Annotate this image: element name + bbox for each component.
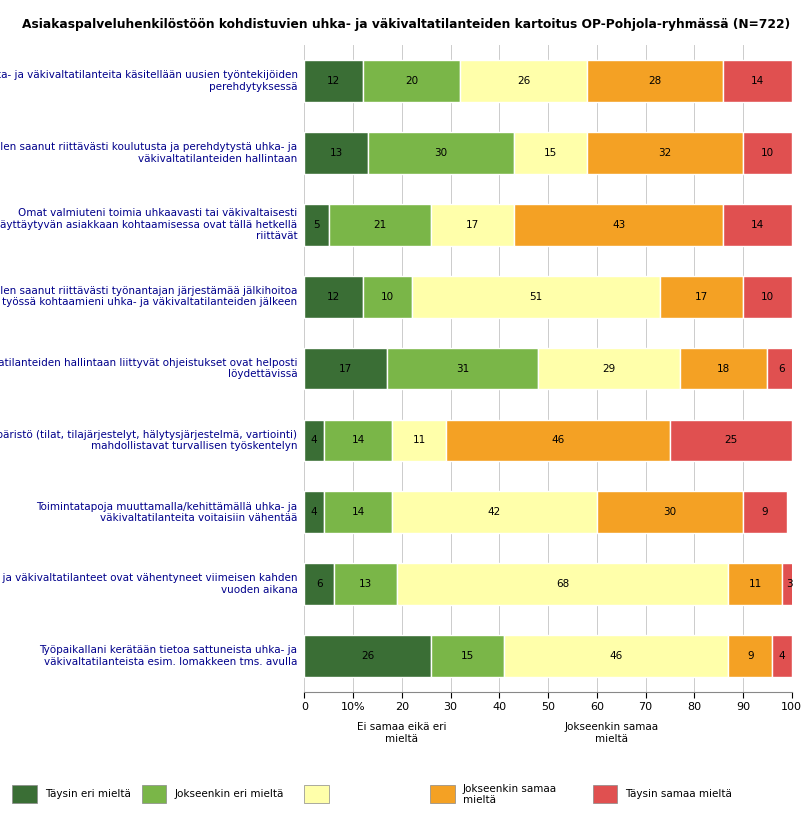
Bar (431, 636, 504, 677)
Bar (304, 636, 431, 677)
Text: 15: 15 (543, 148, 556, 158)
Text: 20: 20 (405, 76, 418, 86)
Text: 51: 51 (529, 292, 542, 301)
Bar (596, 491, 742, 533)
Text: 11: 11 (412, 436, 425, 446)
Text: 11: 11 (748, 579, 761, 589)
Text: 12: 12 (327, 292, 340, 301)
Bar (304, 276, 363, 318)
Bar (397, 563, 727, 605)
Text: Jokseenkin samaa
mieltä: Jokseenkin samaa mieltä (462, 784, 556, 805)
Text: 9: 9 (746, 651, 753, 661)
Bar (659, 276, 742, 318)
Text: Jokseenkin eri mieltä: Jokseenkin eri mieltä (174, 790, 284, 799)
Text: 15: 15 (461, 651, 474, 661)
Bar (363, 276, 411, 318)
Text: 30: 30 (434, 148, 447, 158)
Text: 28: 28 (648, 76, 661, 86)
Text: 14: 14 (351, 436, 364, 446)
Text: Jokseenkin samaa
mieltä: Jokseenkin samaa mieltä (564, 722, 658, 744)
Text: 14: 14 (351, 507, 364, 518)
Text: 18: 18 (716, 364, 729, 373)
Text: 10: 10 (760, 148, 773, 158)
Text: 30: 30 (663, 507, 676, 518)
Bar (513, 132, 586, 174)
Bar (304, 132, 367, 174)
Text: 13: 13 (358, 579, 371, 589)
Bar (304, 204, 328, 246)
Bar (727, 563, 781, 605)
Text: Asiakaspalveluhenkilöstöön kohdistuvien uhka- ja väkivaltatilanteiden kartoitus : Asiakaspalveluhenkilöstöön kohdistuvien … (22, 18, 789, 31)
Text: 42: 42 (487, 507, 500, 518)
Bar (304, 348, 387, 389)
Text: 10: 10 (760, 292, 773, 301)
Text: 9: 9 (761, 507, 767, 518)
Text: 10: 10 (380, 292, 393, 301)
Bar (723, 60, 791, 102)
Text: 46: 46 (551, 436, 564, 446)
Text: 13: 13 (329, 148, 342, 158)
Text: 4: 4 (778, 651, 784, 661)
Text: 4: 4 (311, 436, 317, 446)
Bar (586, 60, 723, 102)
Text: 14: 14 (750, 219, 763, 230)
Bar (742, 491, 786, 533)
Text: 32: 32 (658, 148, 671, 158)
Text: 26: 26 (517, 76, 530, 86)
Bar (679, 348, 766, 389)
Bar (727, 636, 771, 677)
Bar (513, 204, 723, 246)
Text: 26: 26 (361, 651, 374, 661)
Text: 5: 5 (313, 219, 320, 230)
Text: 17: 17 (466, 219, 478, 230)
Text: 31: 31 (456, 364, 469, 373)
Text: 21: 21 (373, 219, 386, 230)
Bar (363, 60, 460, 102)
Bar (445, 419, 669, 461)
Text: 3: 3 (785, 579, 792, 589)
Bar (304, 419, 324, 461)
Text: 6: 6 (778, 364, 784, 373)
Text: 68: 68 (556, 579, 569, 589)
Text: 43: 43 (611, 219, 624, 230)
Bar (742, 276, 791, 318)
Bar (586, 132, 742, 174)
Text: 29: 29 (602, 364, 615, 373)
Bar (324, 491, 392, 533)
Bar (304, 491, 324, 533)
Bar (431, 204, 513, 246)
Bar (538, 348, 679, 389)
Bar (411, 276, 659, 318)
Bar (328, 204, 431, 246)
Text: 6: 6 (315, 579, 322, 589)
Bar (304, 60, 363, 102)
Text: 25: 25 (723, 436, 736, 446)
Text: Täysin eri mieltä: Täysin eri mieltä (45, 790, 131, 799)
Text: Ei samaa eikä eri
mieltä: Ei samaa eikä eri mieltä (357, 722, 446, 744)
Bar (324, 419, 392, 461)
Text: Täysin samaa mieltä: Täysin samaa mieltä (624, 790, 732, 799)
Text: 4: 4 (311, 507, 317, 518)
Text: 12: 12 (327, 76, 340, 86)
Bar (742, 132, 791, 174)
Bar (387, 348, 538, 389)
Bar (766, 348, 796, 389)
Text: 14: 14 (750, 76, 763, 86)
Bar (304, 563, 333, 605)
Bar (723, 204, 791, 246)
Bar (392, 419, 445, 461)
Bar (392, 491, 596, 533)
Bar (333, 563, 397, 605)
Bar (781, 563, 796, 605)
Bar (504, 636, 727, 677)
Text: 17: 17 (694, 292, 707, 301)
Bar (669, 419, 791, 461)
Bar (771, 636, 791, 677)
Text: 17: 17 (339, 364, 352, 373)
Bar (367, 132, 513, 174)
Bar (460, 60, 586, 102)
Text: 46: 46 (609, 651, 622, 661)
